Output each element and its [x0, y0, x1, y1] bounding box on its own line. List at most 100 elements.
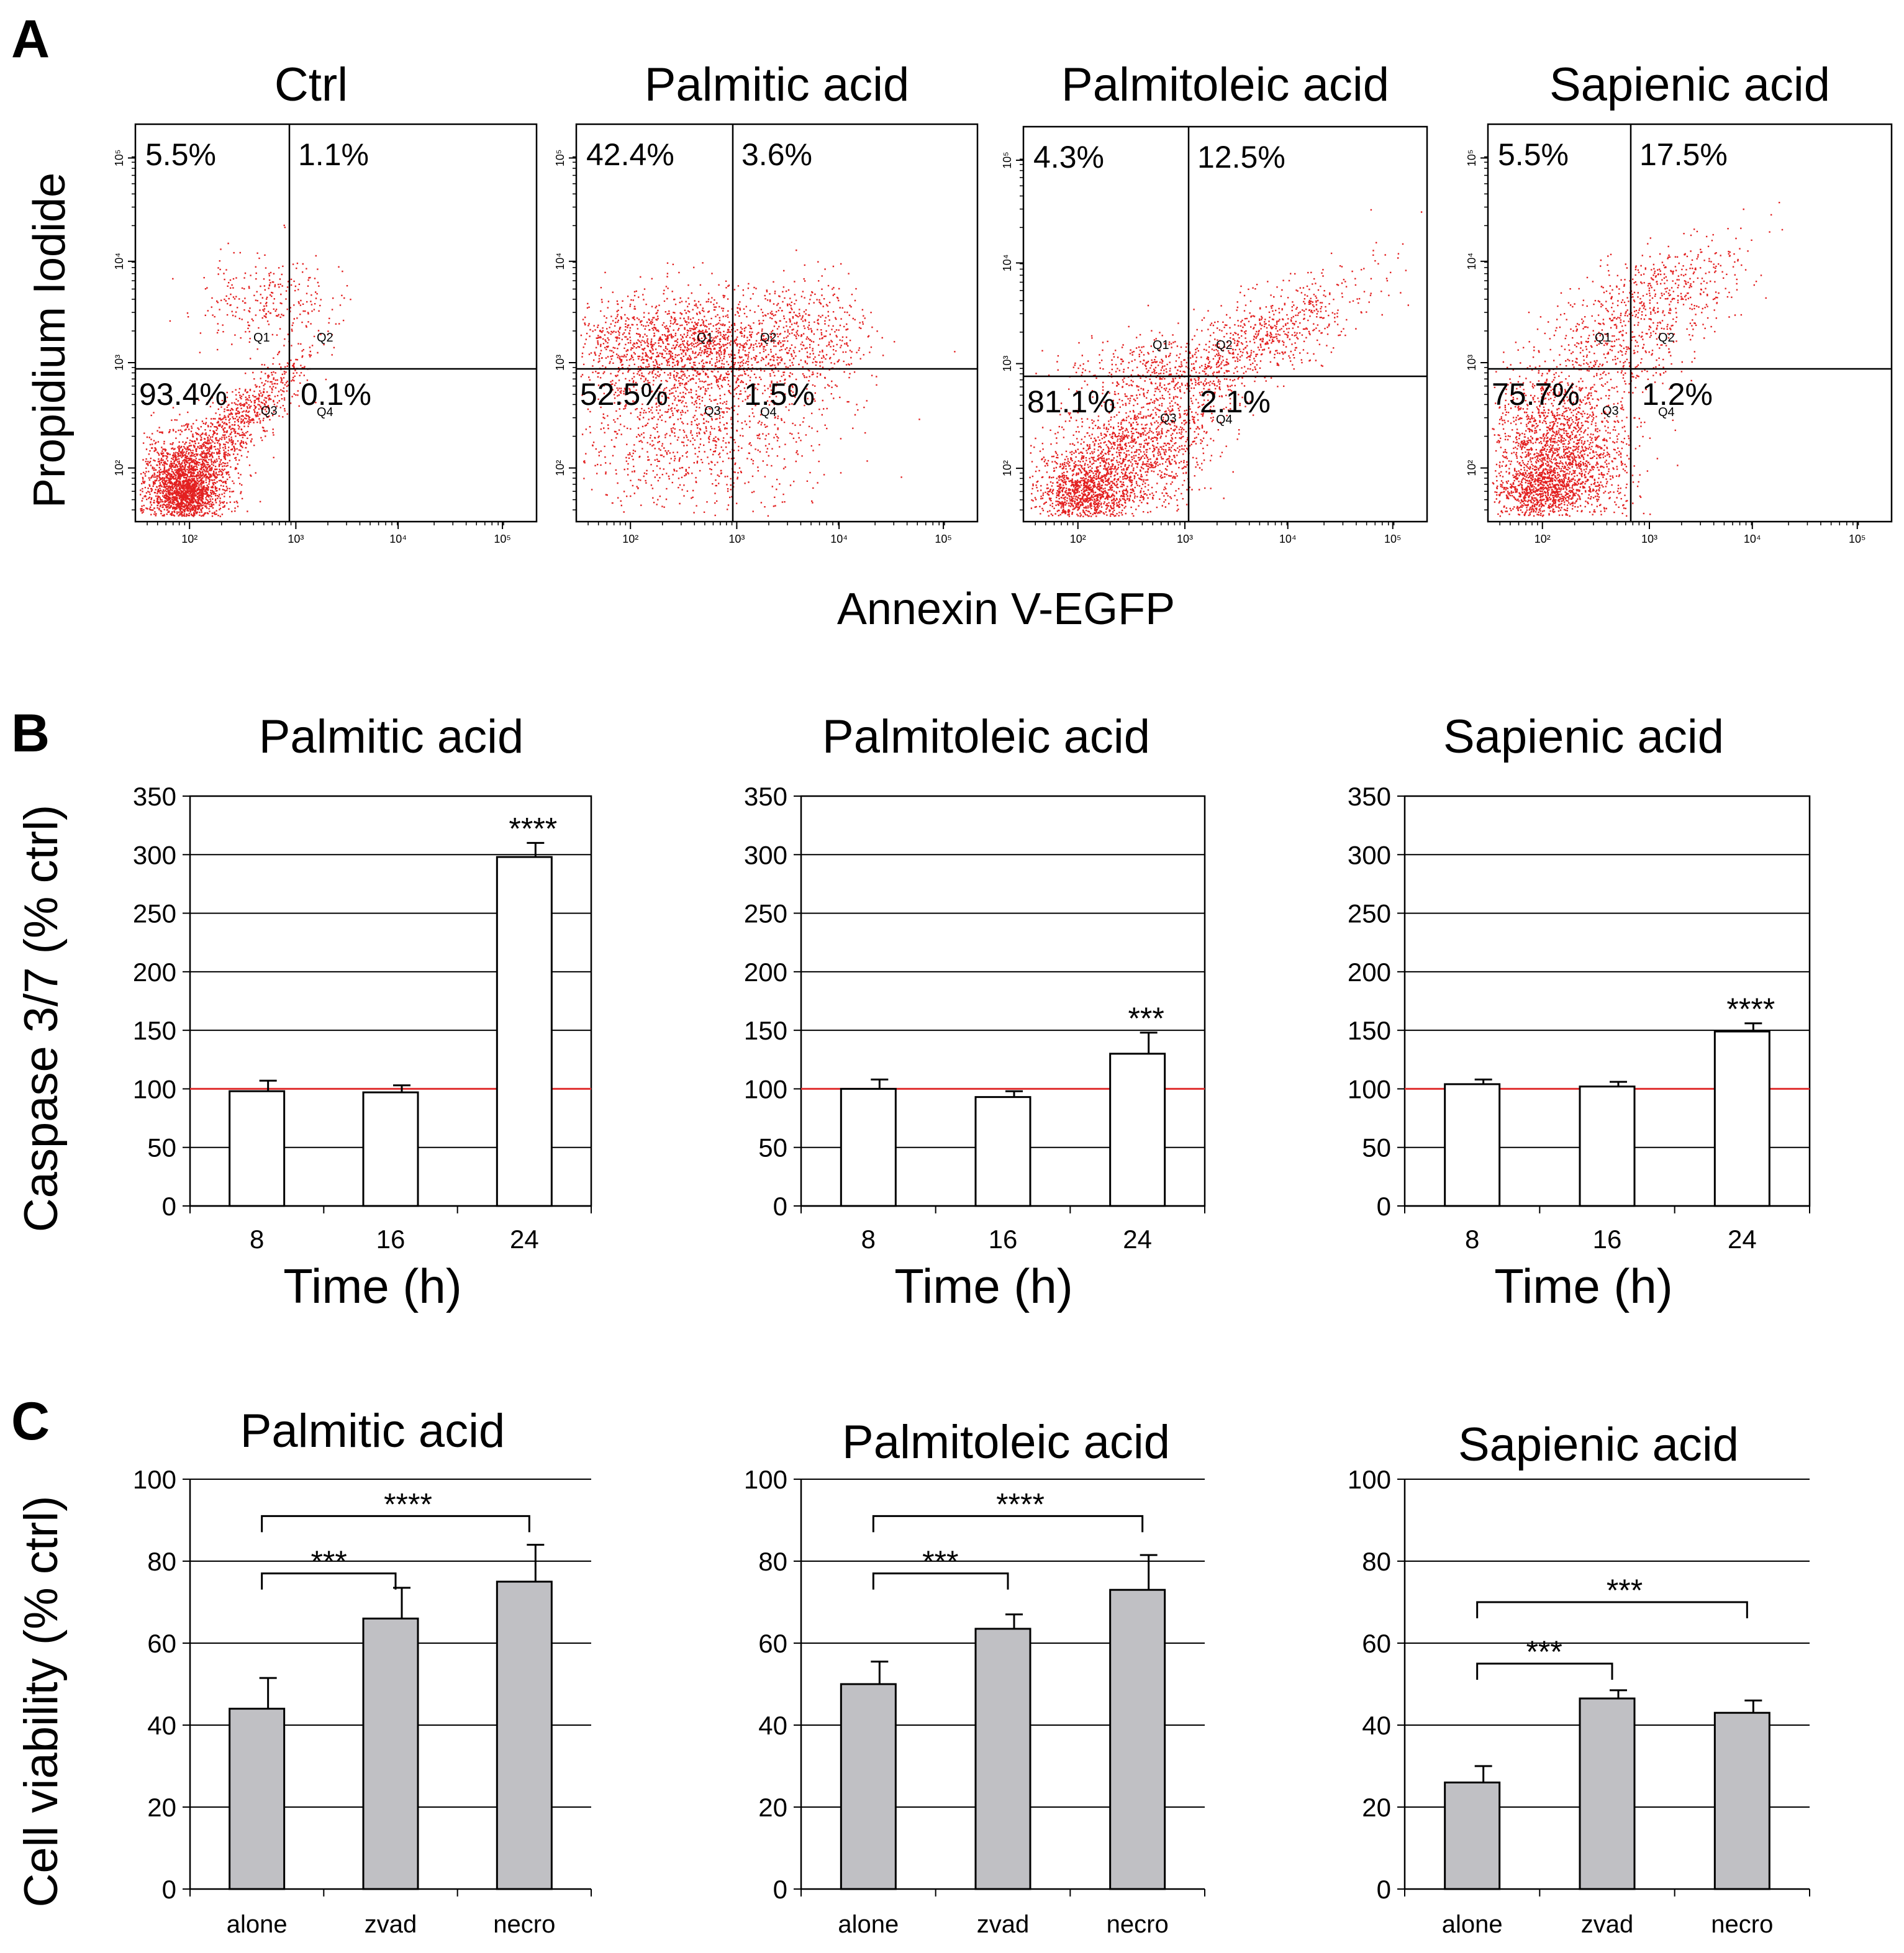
- bar-chart-b-2-significance-label: ***: [1128, 1001, 1164, 1036]
- flow-plot-3-q1-percent: 4.3%: [1033, 140, 1104, 174]
- flow-plot-2-title: Palmitic acid: [645, 58, 910, 111]
- flow-plot-4-q3-percent: 75.7%: [1492, 377, 1580, 412]
- panel-c-y-axis-label: Cell viability (% ctrl): [15, 1496, 68, 1908]
- panel-label-a: A: [11, 9, 50, 69]
- bar-chart-b-2-y-tick-label: 200: [744, 958, 787, 987]
- panel-a-x-axis-label: Annexin V-EGFP: [837, 584, 1175, 634]
- flow-plot-1-y-tick-label: 10⁴: [113, 253, 125, 270]
- bar-chart-b-3-category-label: 24: [1728, 1225, 1757, 1254]
- bar-chart-b-3-significance-label: ****: [1726, 992, 1775, 1026]
- flow-plot-2-y-tick-label: 10³: [554, 355, 566, 371]
- bar-chart-b-2-x-axis-label: Time (h): [894, 1259, 1072, 1313]
- bar-chart-c-3-category-label: zvad: [1581, 1911, 1634, 1938]
- flow-plot-4-q4-tag: Q4: [1658, 406, 1675, 419]
- flow-plot-3-y-tick-label: 10⁴: [1001, 255, 1013, 272]
- panel-a-y-axis-label: Propidium Iodide: [25, 173, 75, 508]
- bar-chart-c-1-bracket-label: ****: [384, 1487, 432, 1521]
- bar-chart-b-3-bar: [1579, 1085, 1636, 1207]
- bar-chart-c-1-bar: [229, 1708, 286, 1890]
- flow-plot-4-q4-percent: 1.2%: [1642, 377, 1713, 412]
- flow-plot-4-y-tick-label: 10⁵: [1466, 150, 1478, 166]
- flow-plot-3-y-tick-label: 10²: [1001, 460, 1013, 476]
- flow-plot-1-q2-tag: Q2: [317, 331, 333, 345]
- flow-plot-2-q2-percent: 3.6%: [741, 137, 812, 172]
- flow-plot-4-q2-percent: 17.5%: [1639, 137, 1728, 172]
- chart-marks-layer: Ctrl 5.5% 1.1% 93.4% 0.1% Q1 Q2 Q3 Q4 10² 10² 10³ 10…: [113, 58, 1893, 1938]
- bar-chart-c-2-bar: [1109, 1588, 1166, 1890]
- bar-chart-c-1-category-label: necro: [493, 1911, 555, 1938]
- flow-plot-2-q4-tag: Q4: [760, 406, 777, 419]
- flow-plot-1-y-tick-label: 10²: [113, 460, 125, 476]
- bar-chart-b-1-x-axis-label: Time (h): [283, 1259, 461, 1313]
- bar-chart-c-3-y-tick-label: 60: [1362, 1629, 1391, 1658]
- bar-chart-c-2-category-label: zvad: [977, 1911, 1030, 1938]
- bar-chart-c-3-y-tick-label: 20: [1362, 1793, 1391, 1822]
- flow-plot-3-q4-tag: Q4: [1216, 413, 1233, 427]
- bar-chart-b-1-bar: [362, 1091, 419, 1207]
- bar-chart-b-1-bar: [229, 1090, 286, 1207]
- bar-chart-c-3-bracket: [1476, 1601, 1748, 1618]
- flow-plot-2-q1-percent: 42.4%: [586, 137, 674, 172]
- bar-chart-c-2-y-tick-label: 80: [758, 1547, 787, 1576]
- bar-chart-c-1-bracket: [261, 1515, 530, 1533]
- flow-plot-3-x-tick-label: 10⁴: [1279, 533, 1297, 545]
- flow-plot-3-title: Palmitoleic acid: [1061, 58, 1389, 111]
- bar-chart-b-3-y-tick-label: 100: [1348, 1074, 1391, 1103]
- bar-chart-c-1-y-tick-label: 20: [147, 1793, 176, 1822]
- flow-plot-1-q3-percent: 93.4%: [139, 377, 227, 412]
- bar-chart-c-2-bar: [974, 1628, 1031, 1890]
- flow-plot-1-q2-percent: 1.1%: [298, 137, 369, 172]
- flow-plot-1-x-tick-label: 10²: [181, 533, 197, 545]
- bar-chart-c-3-bar: [1579, 1697, 1636, 1890]
- bar-chart-c-2-title: Palmitoleic acid: [842, 1416, 1170, 1469]
- bar-chart-b-1-y-tick-label: 100: [133, 1074, 176, 1103]
- bar-chart-b-1-y-tick-label: 150: [133, 1016, 176, 1045]
- flow-plot-1-q1-tag: Q1: [253, 331, 270, 345]
- flow-plot-3-q2-tag: Q2: [1216, 338, 1233, 352]
- bar-chart-b-1-category-label: 16: [376, 1225, 406, 1254]
- bar-chart-b-3-y-tick-label: 50: [1362, 1133, 1391, 1162]
- flow-plot-1-frame: [134, 123, 538, 523]
- flow-plot-4-q3-tag: Q3: [1602, 404, 1619, 418]
- flow-plot-3-frame: [1022, 125, 1428, 523]
- flow-plot-4-x-tick-label: 10²: [1535, 533, 1551, 545]
- bar-chart-c-3-category-label: necro: [1711, 1911, 1773, 1938]
- bar-chart-c-3-bar: [1444, 1781, 1501, 1890]
- bar-chart-b-2-y-tick-label: 0: [773, 1192, 787, 1221]
- flow-plot-1-q4-percent: 0.1%: [301, 377, 371, 412]
- bar-chart-c-3-y-tick-label: 80: [1362, 1547, 1391, 1576]
- bar-chart-b-2-y-tick-label: 300: [744, 840, 787, 869]
- flow-plot-2-y-tick-label: 10⁴: [554, 253, 566, 270]
- bar-chart-b-1-title: Palmitic acid: [259, 710, 524, 763]
- bar-chart-c-2-y-tick-label: 40: [758, 1711, 787, 1740]
- bar-chart-b-1-category-label: 24: [510, 1225, 539, 1254]
- flow-plot-2-q1-tag: Q1: [697, 331, 714, 345]
- flow-plot-3-x-tick-label: 10⁵: [1384, 533, 1401, 545]
- flow-plot-2-q3-tag: Q3: [704, 404, 721, 418]
- bar-chart-c-1-y-tick-label: 60: [147, 1629, 176, 1658]
- bar-chart-b-2-y-tick-label: 100: [744, 1074, 787, 1103]
- bar-chart-b-1-y-tick-label: 200: [133, 958, 176, 987]
- bar-chart-b-3-y-tick-label: 350: [1348, 782, 1391, 811]
- flow-plot-4-y-tick-label: 10²: [1466, 460, 1478, 476]
- flow-plot-4-q2-tag: Q2: [1658, 331, 1675, 345]
- flow-plot-3-y-tick-label: 10³: [1001, 356, 1013, 372]
- bar-chart-c-2-bracket: [872, 1515, 1144, 1533]
- bar-chart-c-2-y-tick-label: 0: [773, 1875, 787, 1904]
- flow-plot-1-y-tick-label: 10³: [113, 355, 125, 371]
- bar-chart-b-3-y-tick-label: 300: [1348, 840, 1391, 869]
- panel-label-c: C: [11, 1392, 50, 1451]
- bar-chart-c-2-y-tick-label: 60: [758, 1629, 787, 1658]
- bar-chart-c-3-y-tick-label: 0: [1377, 1875, 1391, 1904]
- bar-chart-b-1-y-tick-label: 350: [133, 782, 176, 811]
- bar-chart-c-2-y-tick-label: 100: [744, 1465, 787, 1494]
- bar-chart-c-2-bracket-label: ***: [922, 1544, 958, 1579]
- flow-plot-2-y-tick-label: 10²: [554, 460, 566, 476]
- bar-chart-b-3-y-tick-label: 0: [1377, 1192, 1391, 1221]
- flow-plot-1-q1-percent: 5.5%: [145, 137, 216, 172]
- bar-chart-c-3-y-tick-label: 40: [1362, 1711, 1391, 1740]
- flow-plot-3-x-tick-label: 10³: [1177, 533, 1193, 545]
- panel-label-b: B: [11, 704, 50, 763]
- bar-chart-b-3-y-tick-label: 150: [1348, 1016, 1391, 1045]
